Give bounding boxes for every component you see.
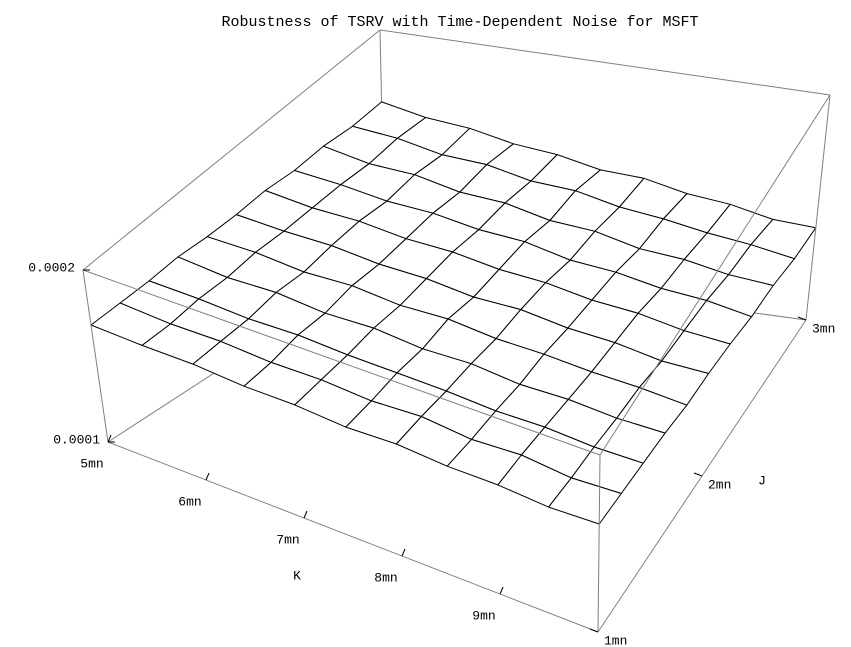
box-edge (379, 29, 831, 96)
y-axis-label: J (758, 473, 766, 488)
surface-cell (548, 477, 622, 525)
x-tick (205, 472, 210, 481)
y-tick-label: 1mn (604, 633, 627, 647)
y-tick (589, 628, 599, 633)
x-tick (303, 510, 308, 519)
y-tick (797, 316, 807, 321)
axes: K J 5mn 6mn 7mn 8mn 9mn 1mn 2mn 3mn 0.0001 0.0002 (28, 260, 835, 647)
box-edge (82, 29, 381, 271)
surface (90, 101, 817, 525)
x-tick-label: 8mn (374, 570, 397, 585)
box-edge (805, 94, 831, 321)
y-tick-label: 2mn (708, 477, 731, 492)
box-front (82, 94, 831, 633)
chart-title: Robustness of TSRV with Time-Dependent N… (221, 14, 698, 31)
box-edge (82, 269, 109, 443)
x-tick (401, 548, 406, 557)
x-tick (107, 434, 112, 443)
box-edge (107, 441, 599, 633)
x-tick-label: 6mn (178, 494, 201, 509)
box-edge (82, 269, 601, 456)
box-edge (599, 94, 831, 456)
x-tick-label: 5mn (80, 456, 103, 471)
x-tick-label: 7mn (276, 532, 299, 547)
x-tick-label: 9mn (472, 608, 495, 623)
z-tick-label: 0.0001 (53, 432, 100, 447)
x-axis-label: K (293, 568, 301, 583)
box-edge (597, 454, 601, 633)
x-tick (499, 586, 504, 595)
y-tick-label: 3mn (812, 321, 835, 336)
z-tick-label: 0.0002 (28, 260, 75, 275)
y-tick (693, 472, 703, 477)
